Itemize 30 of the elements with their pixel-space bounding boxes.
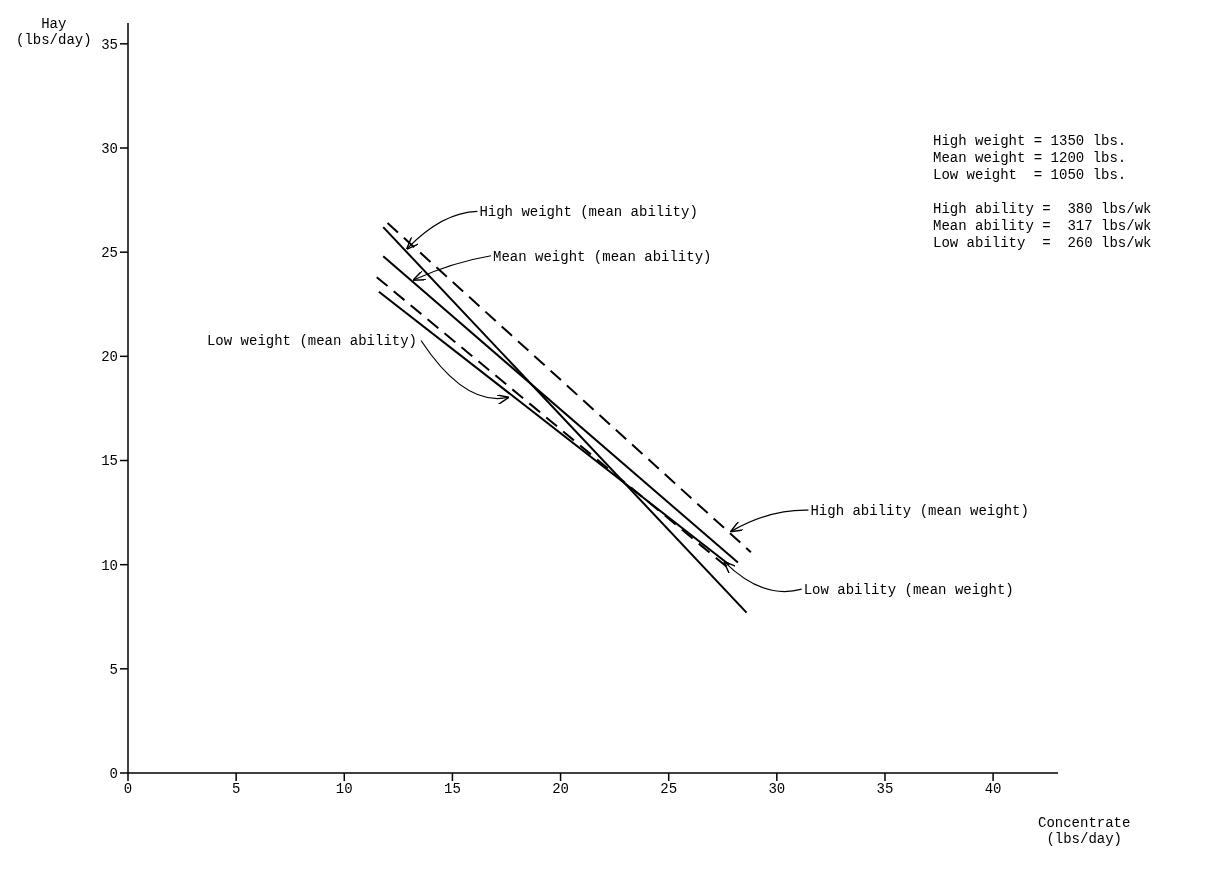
- y-tick-label: 5: [109, 661, 118, 678]
- series-label: Low weight (mean ability): [206, 333, 418, 350]
- annotation: Mean weight = 1200 lbs.: [933, 150, 1128, 167]
- x-tick-label: 0: [123, 780, 133, 797]
- y-tick-label: 20: [101, 349, 118, 366]
- y-tick-label: 35: [101, 36, 118, 53]
- x-tick-label: 25: [660, 780, 678, 797]
- x-tick-label: 5: [231, 780, 241, 797]
- x-tick-label: 35: [876, 780, 894, 797]
- text: High ability (mean weight): [810, 503, 1029, 520]
- x-tick-label: 30: [768, 780, 786, 797]
- annotation: Low weight = 1050 lbs.: [933, 167, 1128, 184]
- y-tick-label: 15: [101, 453, 118, 470]
- text: High weight (mean ability): [479, 204, 698, 221]
- x-axis-title: Concentrate (lbs/day): [1038, 815, 1131, 847]
- text: Mean weight (mean ability): [493, 248, 712, 265]
- y-tick-label: 0: [109, 765, 118, 782]
- annotation: Low ability = 260 lbs/wk: [933, 235, 1152, 252]
- y-tick-label: 10: [101, 557, 118, 574]
- x-tick-label: 10: [335, 780, 353, 797]
- x-tick-label: 15: [444, 780, 461, 797]
- annotation: Mean ability = 317 lbs/wk: [933, 218, 1152, 235]
- y-axis-title: Hay (lbs/day): [16, 16, 92, 48]
- y-tick-label: 30: [101, 140, 118, 157]
- y-tick-label: 25: [101, 245, 118, 262]
- annotation: High weight = 1350 lbs.: [933, 133, 1128, 150]
- x-tick-label: 40: [984, 780, 1002, 797]
- text: Low ability (mean weight): [803, 582, 1014, 599]
- annotation: High ability = 380 lbs/wk: [933, 201, 1152, 218]
- x-tick-label: 20: [552, 780, 569, 797]
